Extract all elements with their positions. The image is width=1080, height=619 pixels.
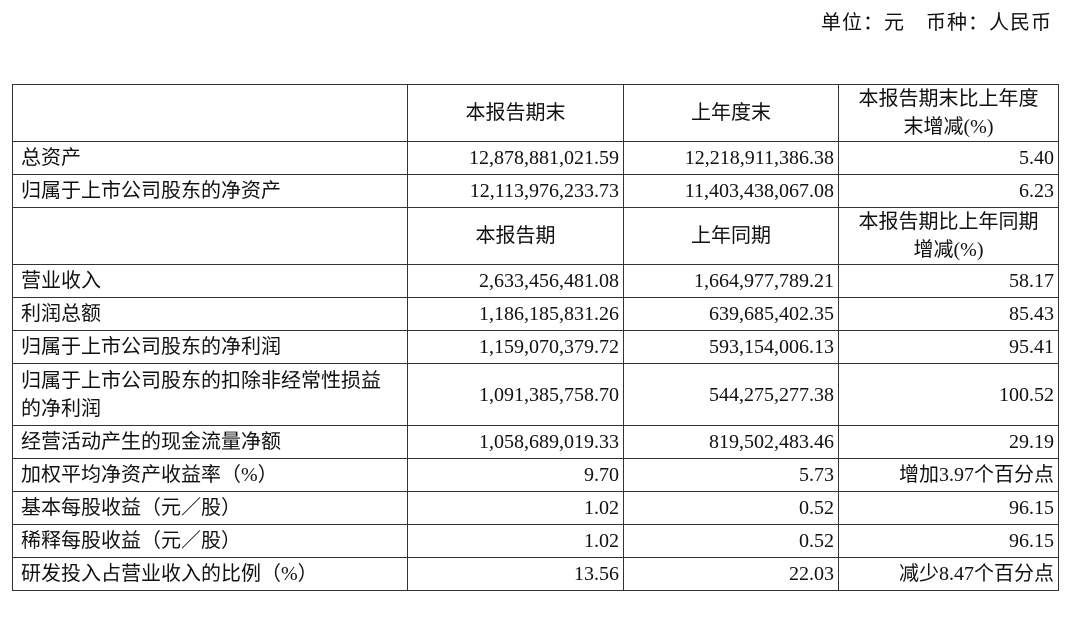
cell-value: 11,403,438,067.08 (623, 174, 839, 208)
cell-value: 5.73 (623, 458, 839, 492)
cell-value: 593,154,006.13 (623, 330, 839, 364)
cell-value: 12,113,976,233.73 (407, 174, 624, 208)
row-label: 基本每股收益（元／股） (12, 491, 408, 525)
cell-value: 96.15 (838, 524, 1059, 558)
cell-value: 96.15 (838, 491, 1059, 525)
cell-value: 1,091,385,758.70 (407, 363, 624, 426)
cell-value: 5.40 (838, 141, 1059, 175)
cell-value: 0.52 (623, 524, 839, 558)
table-row: 利润总额 1,186,185,831.26 639,685,402.35 85.43 (12, 297, 1059, 331)
cell-value: 1.02 (407, 491, 624, 525)
cell-value: 100.52 (838, 363, 1059, 426)
unit-currency-note: 单位：元 币种：人民币 (821, 12, 1052, 34)
row-label: 经营活动产生的现金流量净额 (12, 425, 408, 459)
cell-value: 12,878,881,021.59 (407, 141, 624, 175)
table-row: 加权平均净资产收益率（%） 9.70 5.73 增加3.97个百分点 (12, 458, 1059, 492)
column-header: 上年度末 (623, 84, 839, 142)
table-header-row: 本报告期 上年同期 本报告期比上年同期增减(%) (12, 207, 1059, 265)
table-header-row: 本报告期末 上年度末 本报告期末比上年度末增减(%) (12, 84, 1059, 142)
cell-value: 1,058,689,019.33 (407, 425, 624, 459)
cell-value: 1.02 (407, 524, 624, 558)
cell-value: 12,218,911,386.38 (623, 141, 839, 175)
cell-value: 1,664,977,789.21 (623, 264, 839, 298)
column-header: 本报告期比上年同期增减(%) (838, 207, 1059, 265)
row-label: 营业收入 (12, 264, 408, 298)
table-row: 总资产 12,878,881,021.59 12,218,911,386.38 5.4… (12, 141, 1059, 175)
column-header (12, 84, 408, 142)
table-row: 营业收入 2,633,456,481.08 1,664,977,789.21 58.1… (12, 264, 1059, 298)
cell-value: 544,275,277.38 (623, 363, 839, 426)
row-label: 加权平均净资产收益率（%） (12, 458, 408, 492)
row-label: 利润总额 (12, 297, 408, 331)
cell-value: 819,502,483.46 (623, 425, 839, 459)
table-row: 稀释每股收益（元／股） 1.02 0.52 96.15 (12, 524, 1059, 558)
cell-value: 639,685,402.35 (623, 297, 839, 331)
table-row: 归属于上市公司股东的扣除非经常性损益的净利润 1,091,385,758.70 54… (12, 363, 1059, 426)
column-header: 本报告期 (407, 207, 624, 265)
cell-value: 85.43 (838, 297, 1059, 331)
table-row: 经营活动产生的现金流量净额 1,058,689,019.33 819,502,483… (12, 425, 1059, 459)
cell-value: 2,633,456,481.08 (407, 264, 624, 298)
cell-value: 0.52 (623, 491, 839, 525)
table-row: 研发投入占营业收入的比例（%） 13.56 22.03 减少8.47个百分点 (12, 557, 1059, 591)
cell-value: 9.70 (407, 458, 624, 492)
cell-value: 减少8.47个百分点 (838, 557, 1059, 591)
column-header: 本报告期末比上年度末增减(%) (838, 84, 1059, 142)
row-label: 研发投入占营业收入的比例（%） (12, 557, 408, 591)
cell-value: 95.41 (838, 330, 1059, 364)
table-row: 归属于上市公司股东的净利润 1,159,070,379.72 593,154,006… (12, 330, 1059, 364)
table-row: 归属于上市公司股东的净资产 12,113,976,233.73 11,403,438… (12, 174, 1059, 208)
cell-value: 1,186,185,831.26 (407, 297, 624, 331)
cell-value: 22.03 (623, 557, 839, 591)
column-header: 本报告期末 (407, 84, 624, 142)
row-label: 归属于上市公司股东的净资产 (12, 174, 408, 208)
row-label: 总资产 (12, 141, 408, 175)
row-label: 归属于上市公司股东的净利润 (12, 330, 408, 364)
cell-value: 6.23 (838, 174, 1059, 208)
column-header: 上年同期 (623, 207, 839, 265)
cell-value: 增加3.97个百分点 (838, 458, 1059, 492)
financial-summary-table: 本报告期末 上年度末 本报告期末比上年度末增减(%) 总资产 12,878,881,02… (12, 84, 1059, 591)
table-row: 基本每股收益（元／股） 1.02 0.52 96.15 (12, 491, 1059, 525)
cell-value: 58.17 (838, 264, 1059, 298)
row-label: 稀释每股收益（元／股） (12, 524, 408, 558)
cell-value: 13.56 (407, 557, 624, 591)
row-label: 归属于上市公司股东的扣除非经常性损益的净利润 (12, 363, 408, 426)
column-header (12, 207, 408, 265)
cell-value: 1,159,070,379.72 (407, 330, 624, 364)
cell-value: 29.19 (838, 425, 1059, 459)
